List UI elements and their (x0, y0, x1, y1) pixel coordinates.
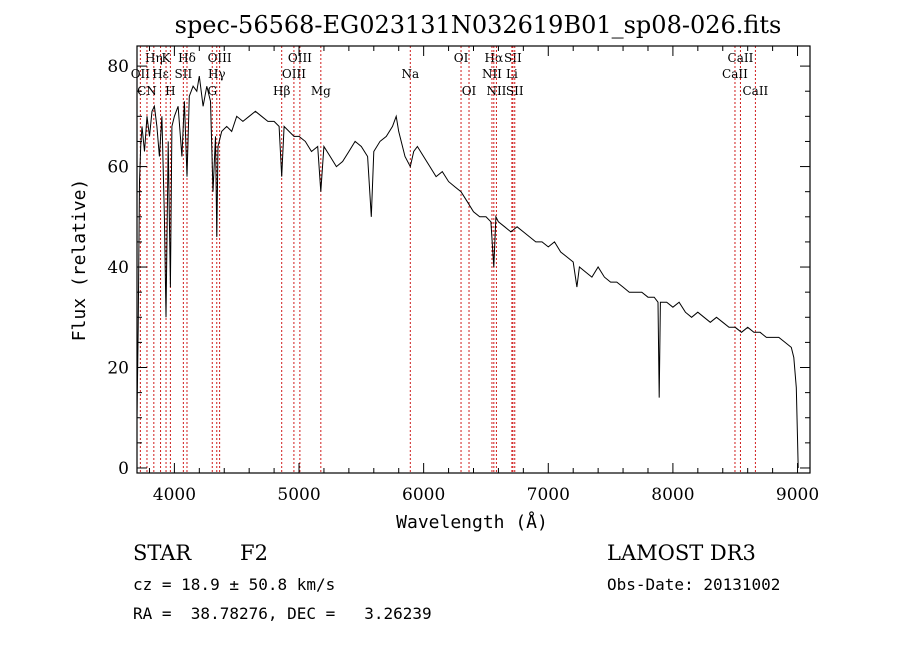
line-label-SII-6731: SII (506, 84, 524, 98)
line-label-CaII-8498: CaII (722, 67, 748, 81)
line-label-Hβ: Hβ (273, 84, 290, 98)
chart-title: spec-56568-EG023131N032619B01_sp08-026.f… (175, 11, 782, 39)
survey-name: LAMOST DR3 (607, 541, 756, 565)
line-label-Li: Li (506, 67, 518, 81)
line-label-H: H (165, 84, 175, 98)
line-label-OIII-4363: OIII (208, 51, 232, 65)
line-label-OI-6364: OI (462, 84, 477, 98)
x-axis-label: Wavelength (Å) (396, 511, 548, 533)
x-tick-label: 4000 (153, 485, 196, 505)
line-label-Mg: Mg (311, 84, 331, 98)
coordinate-readout: RA = 38.78276, DEC = 3.26239 (133, 604, 432, 623)
line-label-Hδ: Hδ (178, 51, 196, 65)
object-class: STAR (133, 541, 192, 565)
line-label-G: G (207, 84, 217, 98)
x-tick-label: 7000 (527, 485, 570, 505)
plot-frame (136, 45, 811, 474)
spectral-line-markers: Hδ K H Hη OII Hε SII CN OIII Hγ G OIII OIII Hβ Mg Na OI O… (131, 46, 769, 473)
redshift-readout: cz = 18.9 ± 50.8 km/s (133, 575, 335, 594)
y-axis-label: Flux (relative) (69, 179, 90, 342)
y-tick-label: 40 (107, 258, 129, 278)
y-tick-label: 80 (107, 57, 129, 77)
line-label-K: K (162, 51, 172, 65)
line-label-Hα: Hα (485, 51, 504, 65)
x-axis: 4000 5000 6000 7000 8000 9000 (148, 46, 819, 505)
line-label-CaII-8662: CaII (742, 84, 768, 98)
y-axis: 0 20 40 60 80 (107, 57, 810, 479)
x-tick-label: 9000 (776, 485, 819, 505)
line-label-OIII-4959: OIII (282, 67, 306, 81)
line-label-NII-6548: NII (482, 67, 502, 81)
y-tick-label: 60 (107, 158, 129, 178)
line-label-OII: OII (131, 67, 151, 81)
object-subclass: F2 (240, 541, 268, 565)
line-label-SII-6716: SII (504, 51, 522, 65)
line-label-NII-6584: NII (486, 84, 506, 98)
line-label-OI-6300: OI (454, 51, 469, 65)
x-tick-label: 6000 (402, 485, 445, 505)
line-label-Hη: Hη (145, 51, 163, 65)
x-tick-label: 8000 (651, 485, 694, 505)
line-label-Hγ: Hγ (208, 67, 226, 81)
line-label-Hε: Hε (152, 67, 169, 81)
y-tick-label: 0 (118, 459, 129, 479)
observation-date: Obs-Date: 20131002 (607, 575, 780, 594)
line-label-OIII-5007: OIII (288, 51, 312, 65)
line-label-SII: SII (175, 67, 193, 81)
line-label-CaII-8542: CaII (728, 51, 754, 65)
y-tick-label: 20 (107, 359, 129, 379)
x-tick-label: 5000 (277, 485, 320, 505)
spectrum-line (136, 76, 799, 469)
line-label-CN: CN (137, 84, 157, 98)
line-label-Na: Na (401, 67, 419, 81)
